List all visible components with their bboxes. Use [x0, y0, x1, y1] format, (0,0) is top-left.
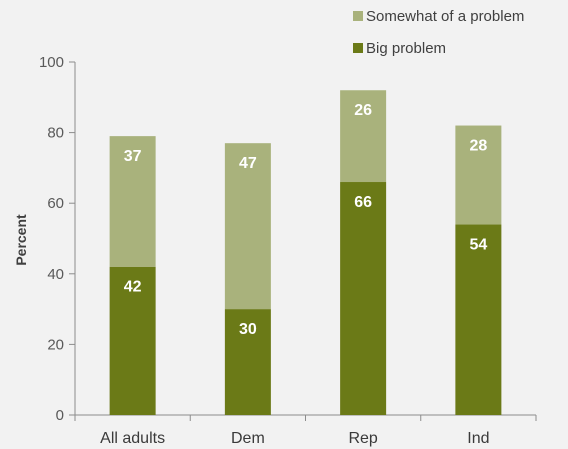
data-label: 54: [469, 236, 487, 253]
y-tick-label: 80: [47, 125, 64, 142]
legend-label: Big problem: [366, 40, 446, 57]
y-axis: 0 20 40 60 80 100: [39, 54, 76, 424]
bars: 42 37 30 47 66 26 54 28: [109, 90, 502, 415]
x-axis: All adults Dem Rep Ind: [74, 414, 537, 447]
data-label: 37: [124, 148, 142, 165]
legend-swatch: [353, 11, 363, 21]
legend-swatch: [353, 43, 363, 53]
x-tick-label: Dem: [231, 430, 265, 447]
bar-segment: [109, 136, 156, 267]
x-tick-label: Ind: [467, 430, 489, 447]
bar-segment: [109, 266, 156, 415]
bar-segment: [455, 125, 502, 225]
y-tick-label: 60: [47, 195, 64, 212]
bar-segment: [224, 309, 271, 415]
bar-segment: [455, 224, 502, 415]
y-tick-label: 40: [47, 266, 64, 283]
data-label: 42: [124, 279, 142, 296]
data-label: 28: [469, 138, 487, 155]
data-label: 66: [354, 194, 372, 211]
bar-segment: [340, 182, 387, 415]
data-label: 26: [354, 102, 372, 119]
bar-segment: [340, 90, 387, 183]
data-label: 30: [239, 321, 257, 338]
legend: Somewhat of a problem Big problem: [353, 8, 524, 57]
bar-segment: [224, 143, 271, 310]
y-tick-label: 100: [39, 54, 64, 71]
data-label: 47: [239, 155, 257, 172]
y-tick-label: 20: [47, 336, 64, 353]
x-tick-label: All adults: [100, 430, 165, 447]
legend-label: Somewhat of a problem: [366, 8, 524, 25]
y-tick-label: 0: [56, 407, 64, 424]
x-tick-label: Rep: [348, 430, 377, 447]
y-axis-title: Percent: [13, 214, 29, 266]
